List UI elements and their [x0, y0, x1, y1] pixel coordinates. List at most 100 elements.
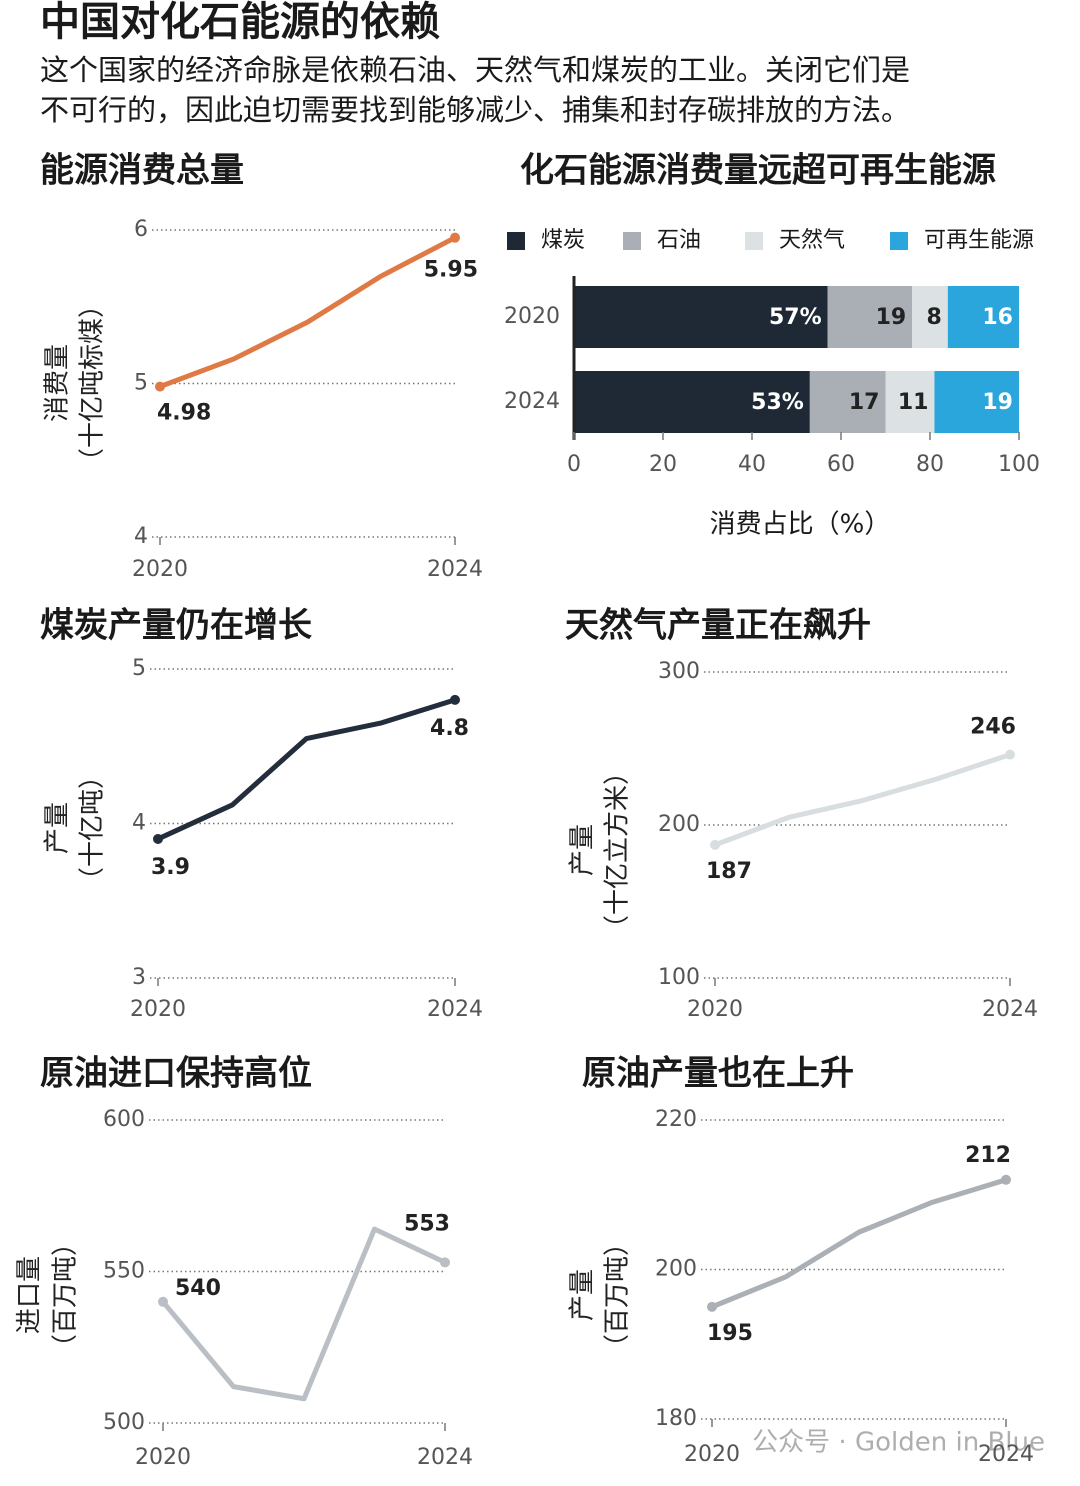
- x-tick-label: 100: [998, 452, 1040, 477]
- legend-swatch: [890, 232, 908, 250]
- x-tick-label: 0: [567, 452, 581, 477]
- y-axis-label: 产量: [43, 802, 73, 854]
- value-label: 11: [898, 390, 929, 415]
- x-tick-label: 2024: [982, 997, 1038, 1022]
- subtitle-line: 不可行的，因此迫切需要找到能够减少、捕集和封存碳排放的方法。: [40, 93, 910, 127]
- y-tick-label: 300: [658, 659, 700, 684]
- y-axis-label: （百万吨）: [51, 1230, 81, 1360]
- page-title: 中国对化石能源的依赖: [40, 0, 440, 45]
- value-label: 553: [404, 1211, 450, 1236]
- x-tick-label: 80: [916, 452, 944, 477]
- value-label: 17: [849, 390, 880, 415]
- x-axis-label: 消费占比（%）: [710, 510, 891, 540]
- subtitle-line: 这个国家的经济命脉是依赖石油、天然气和煤炭的工业。关闭它们是: [40, 53, 910, 87]
- bar-segment: [912, 286, 948, 348]
- y-axis-label: 消费量: [43, 344, 73, 422]
- value-label: 4.8: [430, 716, 469, 741]
- y-axis-label: 进口量: [15, 1256, 45, 1334]
- bar-segment: [827, 286, 913, 348]
- y-tick-label: 4: [134, 524, 148, 549]
- value-label: 195: [707, 1321, 753, 1346]
- x-tick-label: 2020: [135, 1445, 191, 1470]
- y-tick-label: 180: [655, 1406, 697, 1431]
- value-label: 3.9: [151, 855, 190, 880]
- value-label: 8: [926, 305, 941, 330]
- value-label: 19: [876, 305, 907, 330]
- point: [1005, 749, 1015, 760]
- x-tick-label: 20: [649, 452, 677, 477]
- line: [714, 752, 1011, 848]
- x-tick-label: 2020: [132, 557, 188, 582]
- legend-label: 煤炭: [541, 228, 585, 253]
- line: [156, 697, 456, 842]
- chart-title: 天然气产量正在飙升: [565, 606, 871, 646]
- watermark: 公众号 · Golden in Blue: [752, 1428, 1045, 1458]
- value-label: 540: [175, 1276, 221, 1301]
- chart-title: 化石能源消费量远超可再生能源: [520, 151, 996, 191]
- value-label: 212: [965, 1143, 1011, 1168]
- value-label: 5.95: [424, 258, 478, 283]
- value-label: 16: [982, 305, 1013, 330]
- point: [155, 381, 165, 392]
- line: [161, 1226, 447, 1402]
- value-label: 187: [706, 859, 752, 884]
- y-tick-label: 600: [103, 1107, 145, 1132]
- point: [707, 1301, 717, 1312]
- x-tick-label: 2024: [417, 1445, 473, 1470]
- value-label: 53%: [751, 390, 804, 415]
- bar-segment: [574, 371, 810, 433]
- y-tick-label: 100: [658, 965, 700, 990]
- y-tick-label: 220: [655, 1107, 697, 1132]
- y-tick-label: 6: [134, 217, 148, 242]
- bar-segment: [885, 371, 935, 433]
- y-tick-label: 2020: [504, 304, 560, 329]
- y-axis-label: （十亿吨标煤）: [78, 292, 108, 474]
- x-tick-label: 2024: [427, 997, 483, 1022]
- y-tick-label: 4: [132, 811, 146, 836]
- value-label: 4.98: [157, 401, 211, 426]
- line: [159, 235, 457, 389]
- x-tick-label: 2020: [130, 997, 186, 1022]
- legend-label: 天然气: [779, 228, 845, 253]
- legend-swatch: [623, 232, 641, 250]
- y-tick-label: 200: [658, 812, 700, 837]
- y-tick-label: 5: [134, 371, 148, 396]
- bar-segment: [574, 286, 828, 348]
- chart-title: 原油产量也在上升: [582, 1054, 854, 1094]
- legend-label: 石油: [657, 228, 701, 253]
- value-label: 246: [970, 715, 1016, 740]
- legend-swatch: [745, 232, 763, 250]
- point: [158, 1296, 168, 1307]
- bar-segment: [947, 286, 1019, 348]
- legend-swatch: [507, 232, 525, 250]
- x-tick-label: 60: [827, 452, 855, 477]
- y-axis-label: 产量: [568, 824, 598, 876]
- y-axis-label: （十亿立方米）: [603, 759, 633, 941]
- legend-label: 可再生能源: [924, 228, 1034, 253]
- chart-title: 能源消费总量: [40, 151, 244, 191]
- value-label: 57%: [769, 305, 822, 330]
- x-tick-label: 2020: [684, 1442, 740, 1467]
- x-tick-label: 2024: [427, 557, 483, 582]
- line: [711, 1177, 1007, 1310]
- y-tick-label: 2024: [504, 389, 560, 414]
- x-tick-label: 2024: [978, 1442, 1034, 1467]
- point: [440, 1257, 450, 1268]
- chart-title: 原油进口保持高位: [40, 1054, 312, 1094]
- value-label: 19: [982, 390, 1013, 415]
- y-axis-label: 产量: [568, 1269, 598, 1321]
- x-tick-label: 2020: [687, 997, 743, 1022]
- point: [1001, 1174, 1011, 1185]
- point: [710, 839, 720, 850]
- point: [450, 232, 460, 243]
- bar-segment: [934, 371, 1019, 433]
- bar-segment: [809, 371, 886, 433]
- point: [153, 833, 163, 844]
- y-tick-label: 3: [132, 965, 146, 990]
- point: [450, 694, 460, 705]
- y-axis-label: （十亿吨）: [78, 763, 108, 893]
- y-tick-label: 500: [103, 1410, 145, 1435]
- y-tick-label: 200: [655, 1257, 697, 1282]
- y-tick-label: 550: [103, 1259, 145, 1284]
